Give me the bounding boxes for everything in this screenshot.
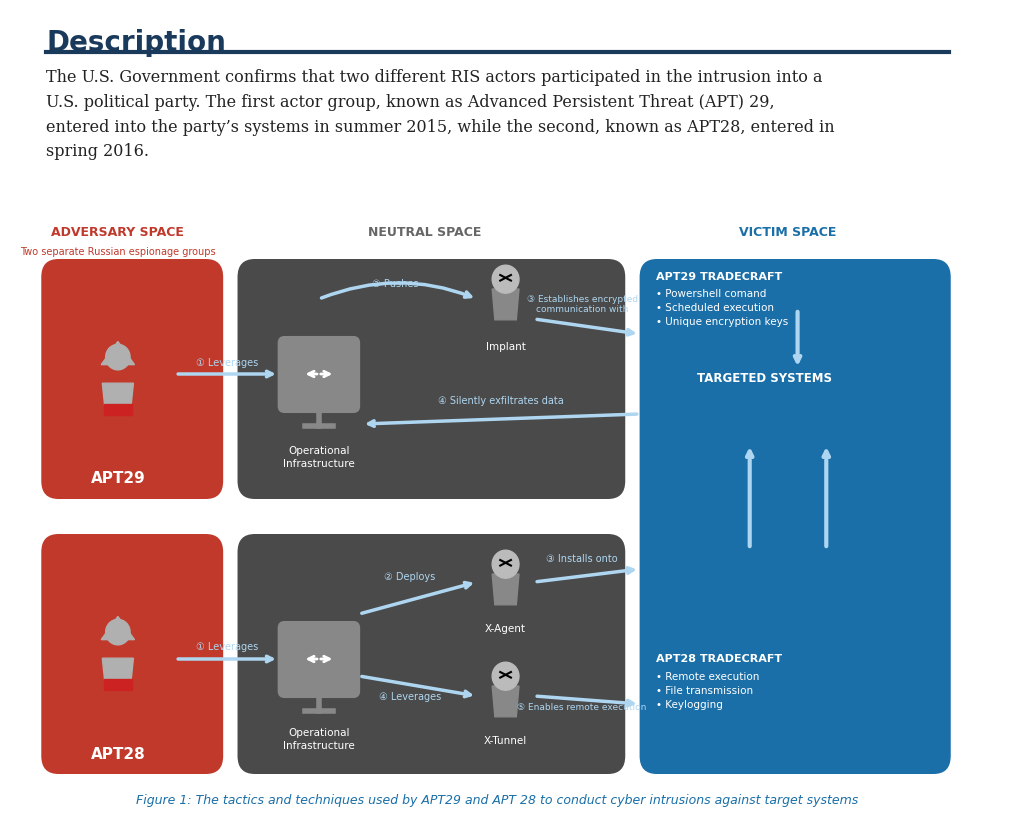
Polygon shape [101, 616, 135, 639]
Polygon shape [492, 289, 519, 320]
Text: ① Leverages: ① Leverages [196, 358, 258, 368]
FancyBboxPatch shape [42, 534, 223, 774]
FancyBboxPatch shape [42, 259, 223, 499]
Polygon shape [104, 404, 132, 415]
Text: The U.S. Government confirms that two different RIS actors participated in the i: The U.S. Government confirms that two di… [46, 69, 835, 161]
Text: APT29: APT29 [90, 471, 145, 486]
Circle shape [105, 620, 130, 645]
Circle shape [492, 265, 519, 293]
Text: ④ Silently exfiltrates data: ④ Silently exfiltrates data [438, 396, 563, 406]
Text: ② Pushes: ② Pushes [372, 279, 418, 289]
Text: Operational
Infrastructure: Operational Infrastructure [283, 446, 355, 469]
Text: ③ Installs onto: ③ Installs onto [546, 554, 618, 564]
Text: • Powershell comand
• Scheduled execution
• Unique encryption keys: • Powershell comand • Scheduled executio… [655, 289, 788, 327]
Text: VICTIM SPACE: VICTIM SPACE [739, 226, 837, 239]
Circle shape [492, 662, 519, 691]
Text: ② Deploys: ② Deploys [384, 572, 436, 582]
Text: ③ Establishes encrypted
communication with: ③ Establishes encrypted communication wi… [527, 295, 638, 314]
Text: ④ Leverages: ④ Leverages [379, 692, 441, 702]
FancyBboxPatch shape [639, 259, 951, 774]
FancyBboxPatch shape [279, 622, 360, 697]
Text: APT28: APT28 [90, 747, 145, 762]
Text: Two separate Russian espionage groups: Two separate Russian espionage groups [20, 247, 216, 257]
Text: Figure 1: The tactics and techniques used by APT29 and APT 28 to conduct cyber i: Figure 1: The tactics and techniques use… [136, 794, 858, 807]
Polygon shape [492, 686, 519, 717]
Polygon shape [102, 383, 134, 415]
Circle shape [492, 550, 519, 578]
FancyBboxPatch shape [237, 534, 625, 774]
Text: ADVERSARY SPACE: ADVERSARY SPACE [52, 226, 184, 239]
Text: APT28 TRADECRAFT: APT28 TRADECRAFT [655, 654, 782, 664]
Text: APT29 TRADECRAFT: APT29 TRADECRAFT [655, 272, 782, 282]
Text: • Remote execution
• File transmission
• Keylogging: • Remote execution • File transmission •… [655, 672, 760, 710]
Polygon shape [492, 574, 519, 605]
Text: X-Tunnel: X-Tunnel [484, 736, 527, 746]
Polygon shape [104, 678, 132, 691]
Text: ① Leverages: ① Leverages [196, 642, 258, 652]
Text: TARGETED SYSTEMS: TARGETED SYSTEMS [697, 372, 832, 385]
Text: Operational
Infrastructure: Operational Infrastructure [283, 728, 355, 751]
Circle shape [105, 344, 130, 370]
Text: Implant: Implant [485, 342, 526, 352]
Text: NEUTRAL SPACE: NEUTRAL SPACE [368, 226, 481, 239]
Polygon shape [101, 341, 135, 365]
Text: ⑤ Enables remote execution: ⑤ Enables remote execution [518, 703, 647, 712]
FancyBboxPatch shape [279, 337, 360, 412]
Text: X-Agent: X-Agent [485, 624, 526, 634]
Text: Description: Description [46, 29, 226, 57]
Polygon shape [102, 658, 134, 691]
FancyBboxPatch shape [237, 259, 625, 499]
